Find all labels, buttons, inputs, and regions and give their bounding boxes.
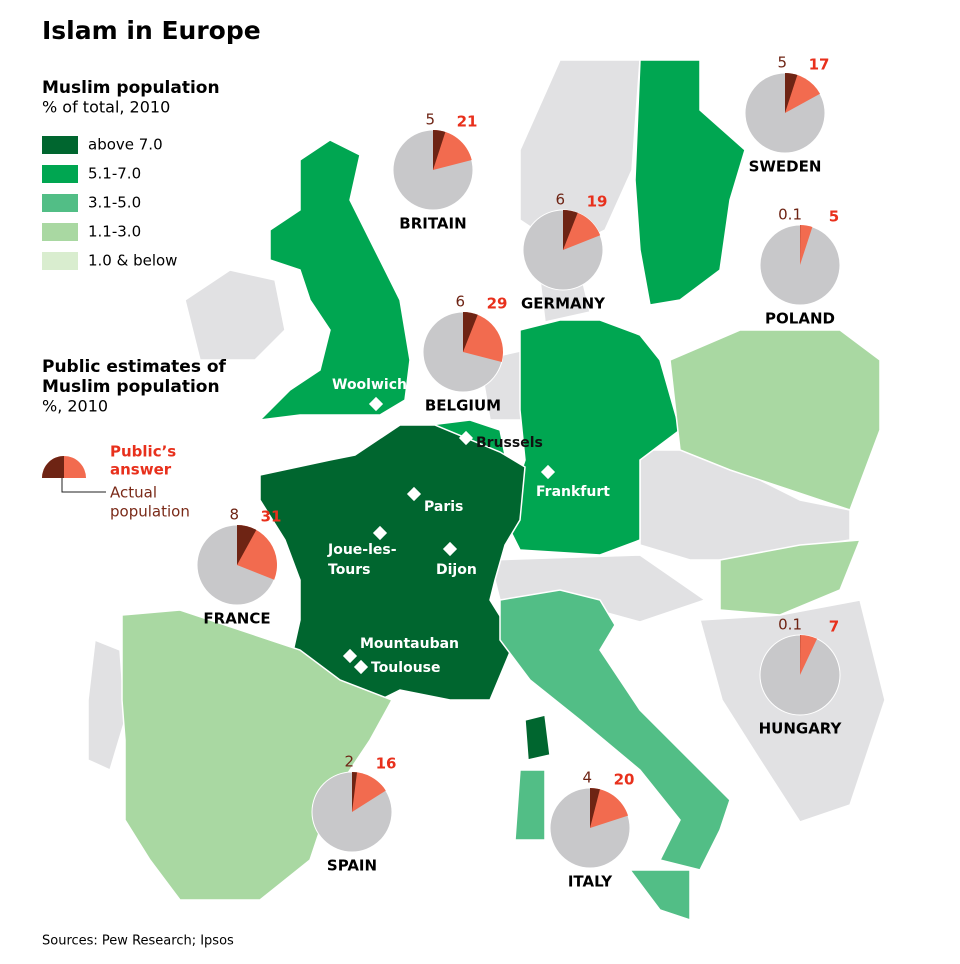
country-corsica [525,715,550,760]
legend-swatch [42,223,78,241]
legend-label: 1.1-3.0 [88,223,141,241]
public-label: 17 [809,56,830,74]
legend-swatch [42,194,78,212]
legend-actual-label: Actual [110,484,157,502]
legend-label: 1.0 & below [88,252,177,270]
actual-label: 4 [582,769,592,787]
public-label: 19 [587,193,608,211]
estimates-title: Public estimates of [42,357,227,377]
estimates-title: %, 2010 [42,397,108,416]
public-label: 20 [614,771,635,789]
city-label: Frankfurt [536,484,610,500]
public-label: 7 [829,618,839,636]
country-name: BELGIUM [425,397,501,415]
actual-label: 0.1 [778,206,802,224]
actual-label: 8 [229,506,239,524]
city-label: Toulouse [371,660,441,676]
legend-label: 3.1-5.0 [88,194,141,212]
actual-label: 5 [425,111,435,129]
country-sweden [635,60,745,305]
city-label: Mountauban [360,636,459,652]
title: Islam in Europe [42,16,261,45]
city-label: Tours [328,562,371,578]
land [88,640,125,770]
land [185,270,285,360]
actual-label: 6 [455,293,465,311]
city-label: Paris [424,499,463,515]
legend-label: 5.1-7.0 [88,165,141,183]
map [88,60,885,920]
public-label: 16 [376,755,397,773]
legend-leader [62,478,106,492]
legend-public-label: answer [110,461,172,479]
legend: above 7.0 5.1-7.0 3.1-5.0 1.1-3.0 1.0 & belo… [42,136,177,271]
public-label: 21 [457,113,478,131]
country-name: HUNGARY [759,720,843,738]
public-label: 29 [487,295,508,313]
country-name: SPAIN [327,857,377,875]
legend-swatch [42,252,78,270]
country-name: SWEDEN [749,158,822,176]
country-name: POLAND [765,310,835,328]
legend-pie-actual [42,456,64,478]
city-label: Joue-les- [327,542,397,558]
city-label: Dijon [436,562,477,578]
legend-public-label: Public’s [110,443,176,461]
actual-label: 0.1 [778,616,802,634]
actual-label: 5 [777,54,787,72]
city-label: Woolwich [332,377,407,393]
public-label: 31 [261,508,282,526]
legend-swatch [42,165,78,183]
legend-subtitle: % of total, 2010 [42,98,170,117]
source: Sources: Pew Research; Ipsos [42,934,234,949]
city-label: Brussels [476,435,543,451]
actual-label: 2 [344,753,354,771]
actual-label: 6 [555,191,565,209]
legend-label: above 7.0 [88,136,163,154]
legend-title: Muslim population [42,78,220,98]
country-sardinia [515,770,545,840]
legend-actual-label: population [110,503,190,521]
country-name: ITALY [568,873,613,891]
public-label: 5 [829,208,839,226]
estimates-title: Muslim population [42,377,220,397]
legend-swatch [42,136,78,154]
country-sicily [630,870,690,920]
country-name: GERMANY [521,295,606,313]
country-name: FRANCE [203,610,270,628]
country-name: BRITAIN [399,215,466,233]
